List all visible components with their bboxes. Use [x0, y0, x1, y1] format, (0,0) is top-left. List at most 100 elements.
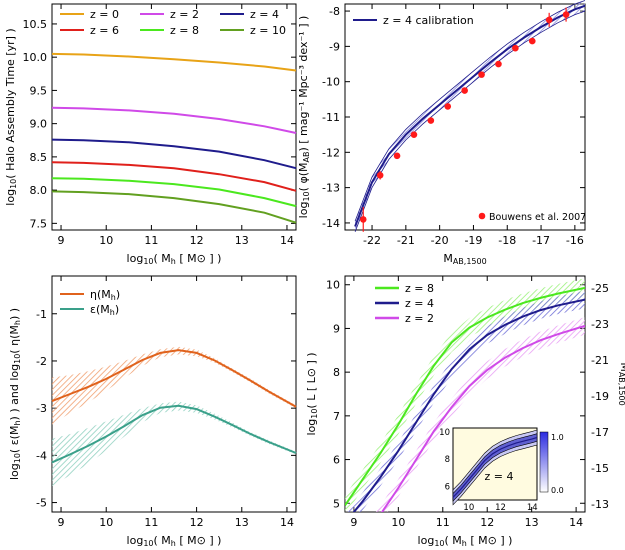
uncertainty-band — [52, 346, 296, 425]
inset-curve — [452, 436, 538, 498]
data-point — [376, 171, 384, 179]
legend-label: z = 0 — [90, 8, 119, 21]
right-tick-label: -17 — [591, 426, 609, 439]
right-tick-label: -19 — [591, 390, 609, 403]
uncertainty-band — [355, 0, 585, 232]
data-point — [495, 60, 502, 68]
panel-luminosity-function: -22 -21 -20 -19 -18 -17 -16 -14 -13 -12 -11 -10 -9 -8… — [297, 0, 586, 266]
x-tick-label: 14 — [280, 516, 294, 529]
legend-label: z = 2 — [405, 312, 434, 325]
x-axis-label: MAB,1500 — [443, 252, 486, 266]
legend-label: η(Mh) — [90, 288, 120, 302]
series-line — [380, 324, 585, 512]
y-tick-label: 5 — [333, 497, 340, 510]
inset-inner-band — [452, 433, 538, 502]
x-tick-label: 10 — [99, 234, 113, 247]
uncertainty-band — [52, 401, 296, 486]
band-edge — [354, 10, 586, 232]
y-tick-label: 9.0 — [30, 118, 48, 131]
x-axis-label: log10( Mh [ M⊙ ] ) — [127, 534, 222, 548]
right-tick-label: -13 — [591, 498, 609, 511]
y-tick-label: 10.0 — [23, 51, 48, 64]
y-axis-label: log10( ε(Mh) ) and log10( η(Mh) ) — [8, 308, 22, 480]
right-tick-label: -15 — [591, 462, 609, 475]
y-tick-label: -11 — [322, 111, 340, 124]
panel-efficiency: 9 10 11 12 13 14 -5 -4 -3 -2 -1 log10( Mh [ M⊙ ] ) l… — [8, 275, 297, 548]
data-point — [393, 152, 401, 160]
x-tick-label: 9 — [350, 516, 357, 529]
right-tick-label: -23 — [591, 318, 609, 331]
series-line — [51, 161, 297, 192]
x-tick-label: -18 — [498, 234, 516, 247]
y-tick-label: -1 — [36, 308, 47, 321]
x-axis-label: log10( Mh [ M⊙ ] ) — [418, 534, 513, 548]
x-tick-label: -20 — [431, 234, 449, 247]
y-axis-label: log10( Halo Assembly Time [yr] ) — [4, 28, 18, 205]
axes-frame — [344, 275, 586, 513]
colorbar — [539, 431, 549, 493]
data-point — [444, 103, 452, 110]
y-tick-label: 7.5 — [30, 217, 48, 230]
x-tick-label: -17 — [532, 234, 550, 247]
x-tick-label: -16 — [566, 234, 584, 247]
y-tick-label: 10 — [326, 279, 340, 292]
y-tick-label: 7 — [333, 410, 340, 423]
y-axis-label: log10( φ(MAB) [ mag⁻¹ Mpc⁻³ dex⁻¹ ] ) — [297, 16, 311, 219]
y-tick-label: -4 — [36, 449, 47, 462]
inset-x-tick-label: 14 — [527, 503, 538, 513]
x-tick-label: -22 — [363, 234, 381, 247]
x-tick-label: 13 — [235, 516, 249, 529]
legend-label: z = 10 — [250, 24, 286, 37]
y-tick-label: -2 — [36, 355, 47, 368]
legend-label: z = 6 — [90, 24, 119, 37]
series-line — [51, 138, 297, 170]
y-tick-label: -12 — [322, 146, 340, 159]
band-edge — [354, 0, 586, 222]
data-point — [461, 87, 468, 94]
x-tick-label: -21 — [397, 234, 415, 247]
inset-x-tick-label: 12 — [495, 503, 506, 513]
y-tick-label: 8 — [333, 366, 340, 379]
series-line — [354, 4, 586, 227]
x-tick-label: 10 — [99, 516, 113, 529]
x-tick-label: 13 — [235, 234, 249, 247]
x-tick-label: -19 — [464, 234, 482, 247]
x-tick-label: 11 — [436, 516, 450, 529]
series-line — [51, 106, 297, 134]
series-line — [352, 298, 585, 512]
legend-label: z = 4 calibration — [383, 14, 474, 27]
data-point — [427, 117, 435, 124]
x-tick-label: 10 — [391, 516, 405, 529]
inset-y-tick-label: 6 — [445, 482, 450, 492]
x-tick-label: 9 — [58, 234, 65, 247]
legend-label: z = 8 — [405, 282, 434, 295]
y-tick-label: 9 — [333, 322, 340, 335]
x-tick-label: 12 — [190, 234, 204, 247]
data-point — [545, 16, 553, 24]
y-tick-label: -3 — [36, 402, 47, 415]
inset-y-tick-label: 8 — [445, 455, 450, 465]
colorbar-tick-label: 1.0 — [551, 433, 564, 442]
y-tick-label: 8.0 — [30, 184, 48, 197]
x-tick-label: 11 — [144, 234, 158, 247]
x-tick-label: 14 — [569, 516, 583, 529]
data-point — [410, 131, 418, 138]
inset-y-tick-label: 10 — [439, 428, 450, 438]
y-tick-label: -13 — [322, 182, 340, 195]
data-point — [512, 44, 519, 52]
axes-frame — [344, 3, 586, 231]
y-tick-label: -14 — [322, 217, 340, 230]
inset-x-tick-label: 10 — [463, 503, 474, 513]
series-line — [51, 190, 297, 224]
data-point — [562, 11, 570, 18]
x-axis-label: log10( Mh [ M⊙ ] ) — [127, 252, 222, 266]
series-line — [51, 52, 297, 72]
data-point — [359, 216, 367, 223]
y-tick-label: -8 — [329, 5, 340, 18]
inset-label: z = 4 — [485, 470, 514, 483]
legend-label: z = 4 — [250, 8, 279, 21]
y-tick-label: 8.5 — [30, 151, 48, 164]
x-tick-label: 9 — [58, 516, 65, 529]
y-tick-label: -5 — [36, 497, 47, 510]
